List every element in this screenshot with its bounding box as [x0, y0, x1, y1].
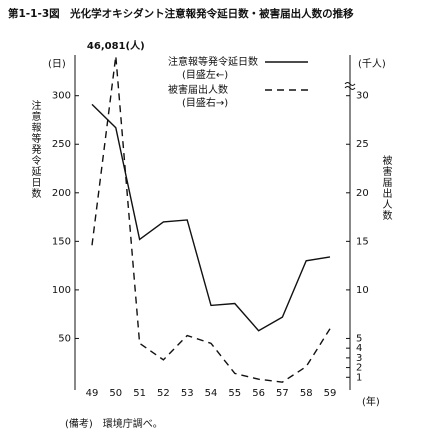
x-tick-label: 54 [205, 388, 218, 399]
y2-tick-label: 4 [356, 343, 362, 354]
legend-note: (目盛右→) [182, 96, 228, 109]
note: (備考) 環境庁調べ。 [65, 417, 163, 430]
legend-note: (目盛左←) [182, 68, 228, 81]
y2-tick-label: 15 [356, 236, 369, 247]
x-tick-label: 58 [300, 388, 313, 399]
x-tick-label: 50 [109, 388, 122, 399]
series-line [91, 103, 331, 332]
x-tick-label: 55 [228, 388, 241, 399]
y2-tick-label: 5 [356, 333, 362, 344]
y2-tick-label: 20 [356, 188, 369, 199]
y2-tick-label: 10 [356, 285, 369, 296]
chart-title: 第1-1-3図 光化学オキシダント注意報発令延日数・被害届出人数の推移 [8, 7, 354, 20]
value-label: 46,081(人) [87, 39, 145, 52]
y2-tick-label: 3 [356, 353, 362, 364]
x-tick-label: 52 [157, 388, 170, 399]
y-axis-label: 注意報等発令延日数 [29, 99, 41, 199]
y-tick-label: 50 [58, 333, 71, 344]
x-tick-label: 56 [252, 388, 265, 399]
y-unit: (日) [48, 59, 66, 70]
y-tick-label: 100 [52, 285, 71, 296]
x-tick-label: 51 [133, 388, 146, 399]
axis-break [344, 85, 356, 90]
y2-unit: (千人) [358, 58, 386, 70]
y-tick-label: 250 [52, 139, 71, 150]
axis-break [344, 81, 356, 86]
x-unit: (年) [362, 395, 380, 408]
x-tick-label: 57 [276, 388, 289, 399]
y-tick-label: 200 [52, 188, 71, 199]
y2-tick-label: 1 [356, 372, 362, 383]
y2-tick-label: 30 [356, 91, 369, 102]
x-tick-label: 59 [324, 388, 337, 399]
x-tick-label: 49 [86, 388, 99, 399]
y-tick-label: 300 [52, 91, 71, 102]
x-tick-label: 53 [181, 388, 194, 399]
y2-tick-label: 2 [356, 363, 362, 374]
legend-label: 被害届出人数 [168, 83, 228, 96]
y-tick-label: 150 [52, 236, 71, 247]
series-line [91, 55, 331, 383]
legend-label: 注意報等発令延日数 [168, 55, 258, 68]
y2-tick-label: 25 [356, 139, 369, 150]
y2-axis-label: 被害届出人数 [380, 154, 392, 221]
